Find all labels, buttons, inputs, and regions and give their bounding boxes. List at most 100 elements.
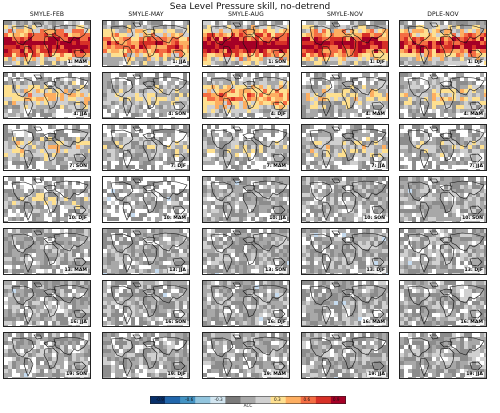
skill-cell: [227, 185, 231, 189]
coastline: [33, 230, 43, 236]
skill-cell: [135, 101, 139, 105]
skill-cell: [119, 33, 123, 37]
skill-cell: [231, 205, 235, 209]
skill-cell: [382, 213, 386, 217]
skill-cell: [279, 109, 283, 113]
skill-cell: [444, 41, 448, 45]
skill-cell: [223, 189, 227, 193]
skill-cell: [424, 113, 428, 117]
skill-cell: [436, 129, 440, 133]
skill-cell: [16, 33, 20, 37]
skill-cell: [171, 25, 175, 29]
skill-cell: [16, 181, 20, 185]
skill-cell: [235, 197, 239, 201]
skill-cell: [382, 189, 386, 193]
skill-cell: [472, 157, 476, 161]
skill-cell: [8, 57, 12, 61]
skill-cell: [219, 65, 223, 66]
skill-cell: [20, 85, 24, 89]
skill-cell: [412, 37, 416, 41]
skill-cell: [28, 137, 32, 141]
skill-cell: [20, 81, 24, 85]
skill-cell: [88, 53, 90, 57]
skill-cell: [171, 233, 175, 237]
skill-cell: [155, 229, 159, 233]
skill-cell: [84, 141, 88, 145]
skill-cell: [40, 221, 44, 222]
skill-cell: [139, 257, 143, 261]
skill-cell: [456, 189, 460, 193]
skill-cell: [255, 61, 259, 65]
skill-cell: [424, 217, 428, 221]
skill-cell: [358, 29, 362, 33]
skill-map: [103, 177, 189, 222]
skill-cell: [203, 157, 207, 161]
skill-cell: [436, 125, 440, 129]
skill-cell: [143, 77, 147, 81]
skill-cell: [207, 157, 211, 161]
skill-cell: [318, 221, 322, 222]
skill-cell: [378, 41, 382, 45]
skill-cell: [223, 37, 227, 41]
skill-cell: [420, 185, 424, 189]
skill-cell: [310, 205, 314, 209]
skill-cell: [107, 101, 111, 105]
skill-cell: [452, 157, 456, 161]
skill-cell: [207, 89, 211, 93]
skill-cell: [322, 37, 326, 41]
skill-cell: [306, 109, 310, 113]
skill-cell: [143, 269, 147, 273]
skill-cell: [139, 201, 143, 205]
skill-cell: [444, 93, 448, 97]
skill-cell: [20, 205, 24, 209]
skill-cell: [436, 33, 440, 37]
skill-cell: [48, 133, 52, 137]
skill-cell: [48, 273, 52, 274]
skill-cell: [412, 57, 416, 61]
skill-cell: [468, 197, 472, 201]
skill-cell: [468, 97, 472, 101]
skill-cell: [56, 25, 60, 29]
skill-cell: [159, 81, 163, 85]
skill-cell: [484, 213, 486, 217]
skill-cell: [127, 57, 131, 61]
skill-cell: [20, 161, 24, 165]
skill-cell: [468, 41, 472, 45]
skill-cell: [358, 65, 362, 66]
skill-cell: [259, 125, 263, 129]
skill-cell: [76, 145, 80, 149]
skill-cell: [436, 157, 440, 161]
skill-cell: [243, 29, 247, 33]
skill-cell: [12, 133, 16, 137]
skill-cell: [207, 177, 211, 181]
skill-cell: [107, 253, 111, 257]
skill-cell: [480, 133, 484, 137]
skill-cell: [24, 257, 28, 261]
skill-cell: [187, 197, 189, 201]
skill-cell: [267, 161, 271, 165]
skill-cell: [322, 85, 326, 89]
skill-cell: [448, 109, 452, 113]
skill-cell: [263, 165, 267, 169]
skill-cell: [408, 137, 412, 141]
coastline: [43, 243, 59, 266]
skill-cell: [4, 89, 8, 93]
skill-cell: [436, 145, 440, 149]
skill-cell: [484, 181, 486, 185]
skill-cell: [76, 161, 80, 165]
skill-cell: [76, 117, 80, 118]
skill-cell: [131, 197, 135, 201]
skill-cell: [8, 129, 12, 133]
skill-cell: [155, 97, 159, 101]
skill-cell: [163, 49, 167, 53]
skill-cell: [386, 189, 388, 193]
skill-cell: [318, 217, 322, 221]
skill-cell: [374, 221, 378, 222]
skill-cell: [275, 161, 279, 165]
skill-cell: [456, 217, 460, 221]
skill-cell: [107, 41, 111, 45]
skill-cell: [267, 209, 271, 213]
skill-cell: [271, 125, 275, 129]
skill-cell: [20, 53, 24, 57]
skill-cell: [143, 169, 147, 170]
